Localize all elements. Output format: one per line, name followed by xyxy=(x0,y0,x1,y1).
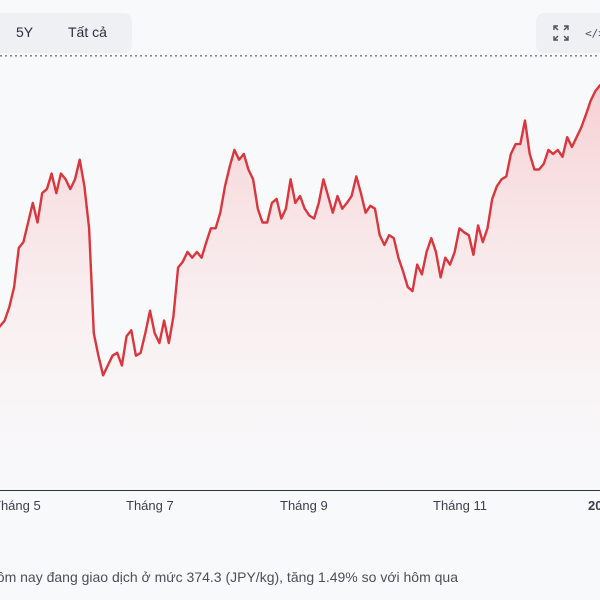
tab-5y[interactable]: 5Y xyxy=(16,24,34,40)
x-tick-label: Tháng 11 xyxy=(433,498,487,513)
x-tick-label: 20 xyxy=(588,498,600,513)
x-axis-ticks: Tháng 5 Tháng 7 Tháng 9 Tháng 11 20 xyxy=(0,498,600,513)
tab-all[interactable]: Tất cả xyxy=(68,24,107,40)
x-tick-label: Tháng 7 xyxy=(126,498,174,513)
price-summary-text: hôm nay đang giao dịch ở mức 374.3 (JPY/… xyxy=(0,569,458,585)
expand-icon[interactable] xyxy=(552,23,570,43)
chart-toolbar: </> xyxy=(536,13,600,53)
footer: hôm nay đang giao dịch ở mức 374.3 (JPY/… xyxy=(0,560,600,600)
x-tick-label: Tháng 5 xyxy=(0,498,41,513)
x-tick-label: Tháng 9 xyxy=(280,498,328,513)
time-range-tabs: 5Y Tất cả xyxy=(0,13,132,53)
price-chart: Tháng 5 Tháng 7 Tháng 9 Tháng 11 20 xyxy=(0,55,600,513)
price-series-line xyxy=(0,84,600,377)
price-area-fill xyxy=(0,85,600,491)
embed-code-button[interactable]: </> xyxy=(585,26,600,40)
